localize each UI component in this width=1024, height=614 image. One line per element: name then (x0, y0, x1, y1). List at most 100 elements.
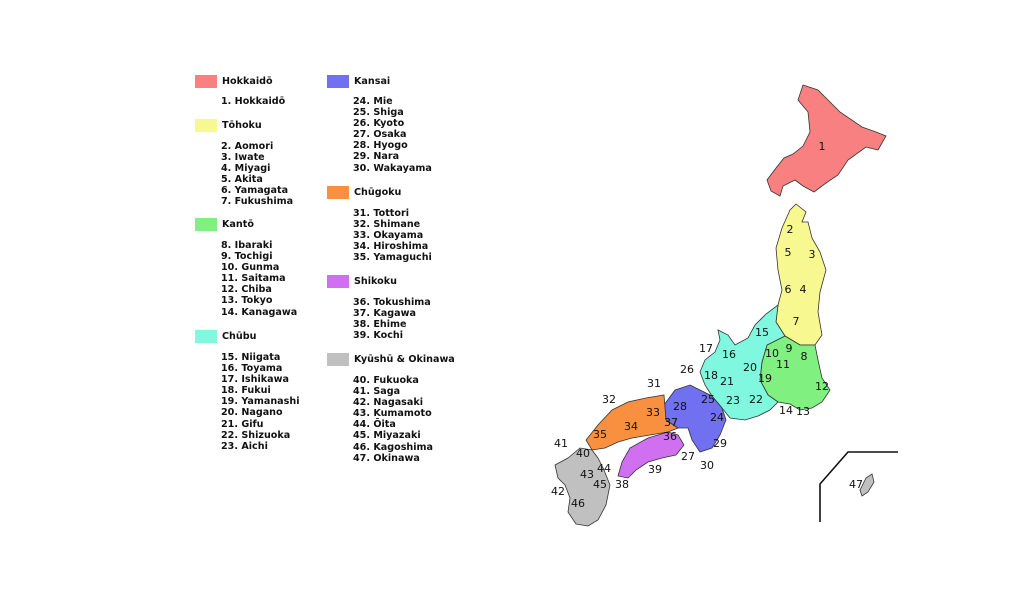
prefecture-list: 2. Aomori 3. Iwate 4. Miyagi 5. Akita 6. Yam… (221, 141, 293, 208)
prefecture-number-label: 43 (580, 468, 594, 481)
region-color-swatch (327, 274, 349, 288)
prefecture-item: 2. Aomori (221, 141, 274, 152)
prefecture-item: 25. Shiga (353, 107, 404, 119)
prefecture-item: 37. Kagawa (353, 308, 416, 320)
prefecture-item: 23. Aichi (221, 440, 268, 452)
prefecture-number-label: 3 (809, 248, 816, 261)
prefecture-number-label: 6 (785, 283, 792, 296)
prefecture-item: 36. Tokushima (353, 297, 431, 308)
prefecture-number-label: 20 (743, 361, 757, 374)
region-name: Kyūshū & Okinawa (354, 353, 455, 365)
region-color-swatch (327, 352, 349, 366)
prefecture-number-label: 34 (624, 420, 638, 433)
prefecture-number-label: 40 (576, 447, 590, 460)
prefecture-item: 14. Kanagawa (221, 306, 298, 318)
prefecture-item: 32. Shimane (353, 219, 421, 231)
region-color-swatch (327, 74, 349, 88)
region-name: Tōhoku (222, 119, 262, 131)
prefecture-item: 16. Toyama (221, 363, 283, 375)
region-header: Kantō (195, 217, 254, 231)
prefecture-list: 40. Fukuoka 41. Saga 42. Nagasaki 43. Kumam… (353, 375, 433, 464)
prefecture-item: 12. Chiba (221, 284, 272, 296)
region-header: Tōhoku (195, 118, 262, 132)
prefecture-item: 45. Miyazaki (353, 430, 421, 442)
prefecture-number-label: 42 (551, 485, 565, 498)
prefecture-number-label: 16 (722, 348, 736, 361)
prefecture-item: 38. Ehime (353, 319, 407, 331)
prefecture-item: 18. Fukui (221, 385, 271, 397)
prefecture-list: 31. Tottori 32. Shimane 33. Okayama 34. Hir… (353, 208, 432, 263)
prefecture-number-label: 36 (663, 430, 677, 443)
prefecture-list: 24. Mie 25. Shiga 26. Kyoto 27. Osaka 28. Hy… (353, 96, 432, 174)
prefecture-item: 8. Ibaraki (221, 240, 273, 251)
region-header: Kyūshū & Okinawa (327, 352, 455, 366)
region-shape-kyushu (554, 447, 611, 527)
prefecture-item: 31. Tottori (353, 208, 409, 219)
prefecture-item: 41. Saga (353, 386, 401, 398)
prefecture-number-label: 30 (700, 459, 714, 472)
region-shape-hokkaido (766, 84, 887, 197)
prefecture-number-label: 33 (646, 406, 660, 419)
prefecture-number-label: 24 (710, 411, 724, 424)
prefecture-number-label: 39 (648, 463, 662, 476)
prefecture-item: 10. Gunma (221, 262, 280, 274)
prefecture-item: 24. Mie (353, 96, 393, 107)
prefecture-item: 13. Tokyo (221, 295, 273, 307)
prefecture-number-label: 13 (796, 405, 810, 418)
region-shape-tohoku (775, 203, 827, 346)
prefecture-item: 46. Kagoshima (353, 441, 434, 453)
prefecture-number-label: 27 (681, 450, 695, 463)
prefecture-item: 42. Nagasaki (353, 397, 424, 409)
prefecture-item: 35. Yamaguchi (353, 252, 432, 264)
prefecture-number-label: 10 (765, 347, 779, 360)
prefecture-number-label: 41 (554, 437, 568, 450)
prefecture-item: 20. Nagano (221, 407, 283, 419)
prefecture-number-label: 31 (647, 377, 661, 390)
region-color-swatch (195, 217, 217, 231)
prefecture-number-label: 26 (680, 363, 694, 376)
prefecture-number-label: 8 (801, 350, 808, 363)
prefecture-number-label: 12 (815, 380, 829, 393)
region-header: Chūgoku (327, 185, 401, 199)
prefecture-number-label: 11 (776, 358, 790, 371)
prefecture-number-label: 23 (726, 394, 740, 407)
prefecture-item: 34. Hiroshima (353, 241, 429, 253)
region-header: Chūbu (195, 329, 256, 343)
region-name: Kansai (354, 75, 391, 87)
prefecture-item: 4. Miyagi (221, 163, 271, 175)
japan-prefecture-map: 1 2 3 4 5 6 7 8 9 10 11 12 13 14 15 16 17 18 19 20 21 22 23 24 2… (540, 70, 910, 540)
prefecture-number-label: 37 (664, 416, 678, 429)
prefecture-number-label: 47 (849, 478, 863, 491)
prefecture-item: 40. Fukuoka (353, 375, 419, 386)
prefecture-list: 15. Niigata 16. Toyama 17. Ishikawa 18. Fuk… (221, 352, 299, 452)
prefecture-number-label: 38 (615, 478, 629, 491)
prefecture-item: 22. Shizuoka (221, 429, 291, 441)
prefecture-number-label: 19 (758, 372, 772, 385)
prefecture-number-label: 25 (701, 393, 715, 406)
prefecture-item: 27. Osaka (353, 129, 407, 141)
prefecture-number-label: 32 (602, 393, 616, 406)
region-color-swatch (195, 329, 217, 343)
prefecture-item: 7. Fukushima (221, 196, 294, 208)
prefecture-number-label: 46 (571, 497, 585, 510)
prefecture-number-label: 28 (673, 400, 687, 413)
prefecture-item: 19. Yamanashi (221, 396, 300, 408)
prefecture-number-label: 18 (704, 369, 718, 382)
region-name: Shikoku (354, 275, 397, 287)
region-color-swatch (327, 185, 349, 199)
prefecture-item: 1. Hokkaidō (221, 96, 286, 107)
region-shape-shikoku (617, 431, 685, 479)
prefecture-number-label: 1 (819, 140, 826, 153)
prefecture-number-label: 4 (800, 283, 807, 296)
prefecture-number-label: 14 (779, 404, 793, 417)
prefecture-number-label: 15 (755, 326, 769, 339)
region-shape-chugoku (585, 394, 679, 451)
region-shape-okinawa (859, 473, 875, 497)
prefecture-item: 33. Okayama (353, 230, 424, 242)
prefecture-item: 43. Kumamoto (353, 408, 432, 420)
prefecture-number-label: 9 (786, 342, 793, 355)
prefecture-item: 15. Niigata (221, 352, 281, 363)
prefecture-number-label: 44 (597, 462, 611, 475)
prefecture-number-label: 29 (713, 437, 727, 450)
